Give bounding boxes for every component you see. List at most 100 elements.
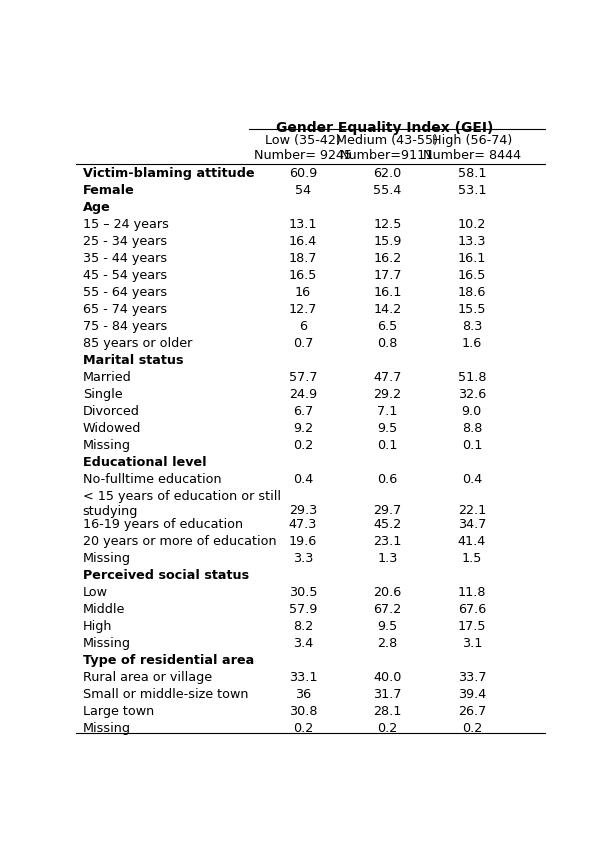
Text: 20.6: 20.6: [373, 586, 402, 599]
Text: 15.9: 15.9: [373, 236, 402, 249]
Text: 8.2: 8.2: [293, 620, 313, 633]
Text: Low: Low: [83, 586, 108, 599]
Text: Missing: Missing: [83, 553, 131, 565]
Text: 31.7: 31.7: [373, 688, 402, 701]
Text: 67.6: 67.6: [458, 604, 486, 617]
Text: 0.4: 0.4: [462, 474, 482, 487]
Text: Perceived social status: Perceived social status: [83, 569, 249, 582]
Text: 55.4: 55.4: [373, 184, 402, 197]
Text: 57.9: 57.9: [289, 604, 317, 617]
Text: 12.7: 12.7: [289, 303, 317, 316]
Text: Age: Age: [83, 201, 110, 214]
Text: 0.2: 0.2: [462, 722, 482, 735]
Text: 30.8: 30.8: [289, 706, 317, 719]
Text: 0.2: 0.2: [293, 439, 313, 452]
Text: 13.1: 13.1: [289, 218, 317, 231]
Text: 2.8: 2.8: [378, 637, 397, 650]
Text: 85 years or older: 85 years or older: [83, 337, 192, 351]
Text: Middle: Middle: [83, 604, 125, 617]
Text: 14.2: 14.2: [373, 303, 402, 316]
Text: 16: 16: [295, 287, 311, 300]
Text: 58.1: 58.1: [457, 167, 486, 180]
Text: 1.3: 1.3: [378, 553, 397, 565]
Text: Type of residential area: Type of residential area: [83, 655, 254, 668]
Text: Rural area or village: Rural area or village: [83, 671, 212, 684]
Text: Small or middle-size town: Small or middle-size town: [83, 688, 248, 701]
Text: 0.2: 0.2: [293, 722, 313, 735]
Text: 15.5: 15.5: [457, 303, 486, 316]
Text: 53.1: 53.1: [457, 184, 486, 197]
Text: Marital status: Marital status: [83, 354, 183, 367]
Text: Divorced: Divorced: [83, 405, 140, 418]
Text: 7.1: 7.1: [378, 405, 397, 418]
Text: 45 - 54 years: 45 - 54 years: [83, 269, 167, 282]
Text: Medium (43-55): Medium (43-55): [336, 134, 439, 147]
Text: 29.7: 29.7: [373, 504, 402, 517]
Text: 0.7: 0.7: [293, 337, 313, 351]
Text: 16.5: 16.5: [457, 269, 486, 282]
Text: 41.4: 41.4: [458, 535, 486, 548]
Text: 65 - 74 years: 65 - 74 years: [83, 303, 167, 316]
Text: 35 - 44 years: 35 - 44 years: [83, 252, 167, 265]
Text: 62.0: 62.0: [373, 167, 402, 180]
Text: 39.4: 39.4: [458, 688, 486, 701]
Text: 0.2: 0.2: [378, 722, 397, 735]
Text: Missing: Missing: [83, 637, 131, 650]
Text: 22.1: 22.1: [458, 504, 486, 517]
Text: < 15 years of education or still
studying: < 15 years of education or still studyin…: [83, 490, 281, 519]
Text: 9.5: 9.5: [378, 423, 397, 436]
Text: Widowed: Widowed: [83, 423, 141, 436]
Text: 29.3: 29.3: [289, 504, 317, 517]
Text: 0.1: 0.1: [462, 439, 482, 452]
Text: 9.2: 9.2: [293, 423, 313, 436]
Text: 12.5: 12.5: [373, 218, 402, 231]
Text: 40.0: 40.0: [373, 671, 402, 684]
Text: 23.1: 23.1: [373, 535, 402, 548]
Text: 24.9: 24.9: [289, 388, 317, 401]
Text: 54: 54: [295, 184, 311, 197]
Text: 0.4: 0.4: [293, 474, 313, 487]
Text: 33.7: 33.7: [457, 671, 486, 684]
Text: 1.6: 1.6: [462, 337, 482, 351]
Text: 51.8: 51.8: [457, 372, 486, 385]
Text: 47.3: 47.3: [289, 519, 317, 532]
Text: 30.5: 30.5: [289, 586, 317, 599]
Text: 6: 6: [299, 320, 307, 333]
Text: Victim-blaming attitude: Victim-blaming attitude: [83, 167, 254, 180]
Text: Missing: Missing: [83, 439, 131, 452]
Text: 18.7: 18.7: [289, 252, 317, 265]
Text: 25 - 34 years: 25 - 34 years: [83, 236, 167, 249]
Text: 67.2: 67.2: [373, 604, 402, 617]
Text: 47.7: 47.7: [373, 372, 402, 385]
Text: Number= 8444: Number= 8444: [423, 149, 521, 162]
Text: 20 years or more of education: 20 years or more of education: [83, 535, 276, 548]
Text: 45.2: 45.2: [373, 519, 402, 532]
Text: 17.5: 17.5: [457, 620, 486, 633]
Text: 16.5: 16.5: [289, 269, 317, 282]
Text: 0.1: 0.1: [378, 439, 397, 452]
Text: 16.1: 16.1: [373, 287, 402, 300]
Text: 75 - 84 years: 75 - 84 years: [83, 320, 167, 333]
Text: 17.7: 17.7: [373, 269, 402, 282]
Text: 3.4: 3.4: [293, 637, 313, 650]
Text: 16.2: 16.2: [373, 252, 402, 265]
Text: 1.5: 1.5: [462, 553, 482, 565]
Text: Single: Single: [83, 388, 122, 401]
Text: 26.7: 26.7: [458, 706, 486, 719]
Text: High: High: [83, 620, 112, 633]
Text: 15 – 24 years: 15 – 24 years: [83, 218, 169, 231]
Text: Educational level: Educational level: [83, 456, 206, 469]
Text: Gender Equality Index (GEI): Gender Equality Index (GEI): [276, 120, 494, 134]
Text: 8.3: 8.3: [462, 320, 482, 333]
Text: 9.5: 9.5: [378, 620, 397, 633]
Text: 6.7: 6.7: [293, 405, 313, 418]
Text: High (56-74): High (56-74): [432, 134, 512, 147]
Text: 0.6: 0.6: [378, 474, 397, 487]
Text: 8.8: 8.8: [462, 423, 482, 436]
Text: 6.5: 6.5: [378, 320, 397, 333]
Text: 32.6: 32.6: [458, 388, 486, 401]
Text: Married: Married: [83, 372, 131, 385]
Text: 16.1: 16.1: [457, 252, 486, 265]
Text: Missing: Missing: [83, 722, 131, 735]
Text: 55 - 64 years: 55 - 64 years: [83, 287, 167, 300]
